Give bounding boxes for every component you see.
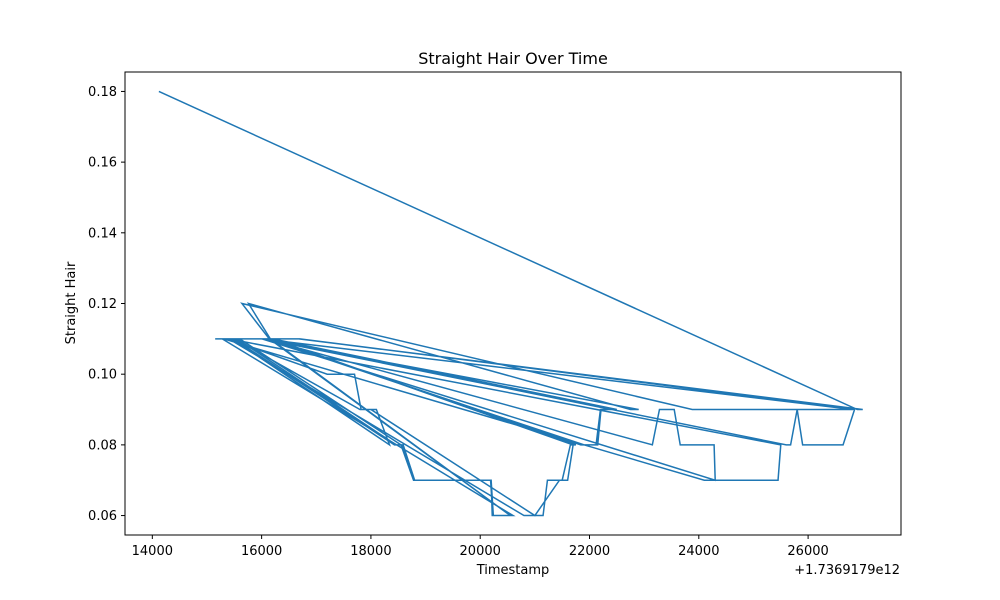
y-tick-label: 0.10 xyxy=(88,368,117,383)
y-axis-label: Straight Hair xyxy=(64,261,79,344)
x-tick-label: 18000 xyxy=(350,544,391,559)
x-tick-label: 14000 xyxy=(132,544,173,559)
series-line-0 xyxy=(158,90,863,517)
y-axis-ticks: 0.06 0.08 0.10 0.12 0.14 0.16 0.18 xyxy=(88,85,125,524)
x-tick-label: 24000 xyxy=(678,544,719,559)
x-tick-label: 16000 xyxy=(241,544,282,559)
x-axis-ticks: 14000 16000 18000 20000 22000 24000 26000 xyxy=(132,535,829,559)
y-tick-label: 0.14 xyxy=(88,226,117,241)
y-tick-label: 0.16 xyxy=(88,156,117,171)
y-tick-label: 0.08 xyxy=(88,438,117,453)
y-tick-label: 0.12 xyxy=(88,297,117,312)
x-tick-label: 22000 xyxy=(569,544,610,559)
y-tick-label: 0.06 xyxy=(88,509,117,524)
series-layer xyxy=(158,90,863,517)
plot-area xyxy=(125,72,901,535)
y-tick-label: 0.18 xyxy=(88,85,117,100)
chart-title: Straight Hair Over Time xyxy=(418,49,608,68)
x-tick-label: 20000 xyxy=(460,544,501,559)
x-tick-label: 26000 xyxy=(787,544,828,559)
x-axis-label: Timestamp xyxy=(476,563,550,578)
x-axis-offset-label: +1.7369179e12 xyxy=(794,563,900,578)
